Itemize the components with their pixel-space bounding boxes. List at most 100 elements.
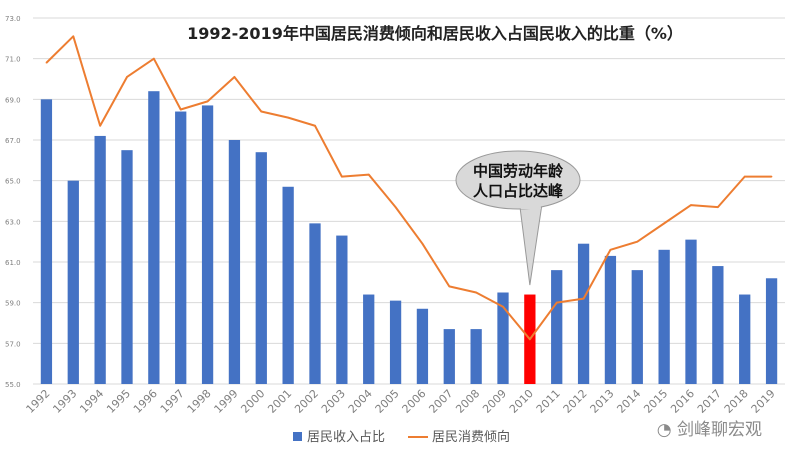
x-tick-label: 2007 [426,387,455,416]
line-point-1995 [126,76,128,78]
watermark: ◔ 剑峰聊宏观 [657,415,762,440]
y-tick-label: 63.0 [5,218,21,226]
bar-2002 [309,223,321,384]
callout-joint [520,203,541,209]
gridlines [33,17,785,385]
bar-2011 [551,270,563,384]
x-tick-label: 2010 [507,387,536,416]
line-point-1993 [72,35,75,38]
y-tick-label: 73.0 [5,15,21,23]
y-tick-label: 57.0 [5,340,21,348]
line-point-2016 [690,204,692,206]
bar-2015 [658,249,670,384]
wechat-icon: ◔ [656,420,672,440]
bar-1993 [67,180,79,384]
bar-1998 [201,105,214,384]
bar-2017 [712,266,724,384]
x-axis-tick-labels: 1992199319941995199619971998199920002001… [24,387,778,416]
x-tick-label: 2003 [319,387,348,416]
line-point-2000 [260,110,263,113]
x-tick-label: 2006 [400,387,429,416]
x-tick-label: 1992 [24,387,53,416]
bar-1992 [40,99,53,384]
bar-2009 [497,292,509,384]
bar-2008 [470,329,482,384]
x-tick-label: 2005 [373,387,402,416]
bar-2006 [416,308,429,384]
x-tick-label: 2016 [668,387,697,416]
bar-2005 [389,300,402,384]
line-point-2005 [394,206,397,208]
y-tick-label: 69.0 [5,96,21,104]
line-point-1999 [233,76,236,78]
line-point-1998 [206,100,209,103]
x-tick-label: 1996 [131,387,160,416]
y-tick-label: 59.0 [5,300,21,308]
line-series [45,35,773,341]
bar-1997 [175,111,187,385]
x-tick-label: 2001 [265,387,294,416]
x-tick-label: 2019 [749,387,778,416]
y-axis-tick-labels: 55.0 57.0 59.0 61.0 63.0 65.0 67.0 69.0 71.0 73.0 [5,15,21,389]
x-tick-label: 2000 [238,387,267,416]
bar-2004 [363,294,375,384]
line-point-2018 [743,175,746,178]
x-tick-label: 2013 [588,387,617,416]
line-point-2007 [448,285,451,288]
bar-1999 [228,140,241,384]
legend: 居民收入占比 居民消费倾向 [293,429,510,445]
line-point-2003 [341,175,343,178]
bar-1994 [94,135,106,384]
x-tick-label: 1994 [77,387,106,416]
y-tick-label: 65.0 [5,178,21,186]
y-tick-label: 71.0 [5,56,21,64]
callout-text-line: 中国劳动年龄 [473,162,564,180]
line-point-2011 [555,301,558,304]
y-tick-label: 55.0 [5,381,21,389]
x-tick-label: 2011 [534,387,563,416]
line-point-2010 [529,338,531,341]
callout-bubble [455,150,581,210]
legend-label-line: 居民消费倾向 [432,429,510,445]
x-tick-label: 2012 [561,387,590,416]
bar-2014 [631,270,643,384]
bar-2019 [765,278,778,384]
line-point-1994 [99,124,101,127]
line-point-2013 [609,249,612,251]
callout-text-line: 人口占比达峰 [473,182,564,200]
bar-2007 [443,329,455,384]
legend-swatch-bar [293,432,302,441]
bar-2012 [577,243,590,384]
line-point-2009 [502,305,504,308]
bar-2003 [336,235,348,384]
x-tick-label: 2014 [614,387,643,416]
line-point-2001 [287,116,289,119]
line-point-2015 [663,222,665,225]
bar-2013 [604,255,617,384]
line-point-2004 [367,173,370,176]
line-point-2012 [582,297,585,300]
x-tick-label: 2015 [641,387,670,416]
bar-2000 [255,152,267,384]
x-tick-label: 1995 [104,387,133,416]
line-point-2017 [717,206,719,208]
x-tick-label: 2008 [453,387,482,416]
x-tick-label: 2009 [480,387,509,416]
y-tick-label: 67.0 [5,137,21,145]
bar-1995 [121,150,133,384]
watermark-text: 剑峰聊宏观 [677,420,762,440]
line-point-2002 [314,124,316,127]
line-point-2006 [421,242,424,245]
chart-title: 1992-2019年中国居民消费倾向和居民收入占国民收入的比重（%） [187,24,683,43]
bar-2001 [282,186,294,384]
bar-2016 [685,239,697,384]
consumption-line [45,35,772,341]
legend-label-bar: 居民收入占比 [307,430,385,445]
y-tick-label: 61.0 [5,259,21,267]
x-tick-label: 2018 [722,387,751,416]
bar-2018 [739,294,751,384]
x-tick-label: 1997 [158,387,187,416]
callout-pointer [519,204,543,286]
